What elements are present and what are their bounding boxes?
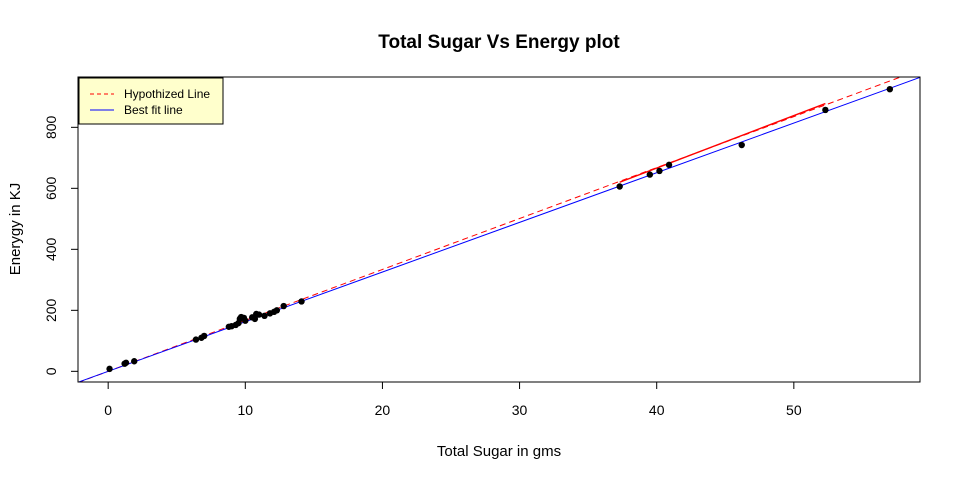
x-tick-label-50: 50 <box>786 402 802 418</box>
x-axis-label: Total Sugar in gms <box>437 443 561 460</box>
legend-box <box>78 77 224 125</box>
y-tick-label-600: 600 <box>43 176 59 200</box>
data-point-14 <box>242 317 249 324</box>
data-point-0 <box>106 365 113 373</box>
data-point-24 <box>298 298 305 305</box>
data-point-30 <box>822 106 829 114</box>
x-tick-label-20: 20 <box>375 402 391 418</box>
highlight-segment-0 <box>619 102 826 183</box>
legend-label-hypothized: Hypothized Line <box>124 87 210 101</box>
data-point-2 <box>122 359 130 366</box>
data-point-6 <box>200 332 208 340</box>
plot-frame <box>77 76 921 383</box>
legend-label-best-fit: Best fit line <box>124 103 183 117</box>
y-tick-label-200: 200 <box>43 298 59 322</box>
data-points-layer <box>106 86 894 373</box>
x-tick-label-30: 30 <box>512 402 528 418</box>
y-tick-label-400: 400 <box>43 237 59 261</box>
fit-lines-layer <box>78 77 920 382</box>
y-tick-label-0: 0 <box>43 367 59 375</box>
data-point-16 <box>251 315 259 323</box>
data-point-19 <box>261 312 268 320</box>
x-axis: 0 10 20 30 40 50 <box>104 382 802 418</box>
data-point-23 <box>280 302 287 310</box>
data-point-29 <box>738 141 745 149</box>
data-point-26 <box>646 171 654 178</box>
chart-title: Total Sugar Vs Energy plot <box>378 32 620 53</box>
x-tick-label-0: 0 <box>104 402 112 418</box>
y-axis: 0 200 400 600 800 <box>43 115 78 375</box>
y-axis-label: Enerygy in KJ <box>7 183 24 276</box>
data-point-4 <box>192 336 200 343</box>
data-point-18 <box>255 311 263 318</box>
data-point-31 <box>886 86 894 93</box>
x-tick-label-10: 10 <box>238 402 254 418</box>
data-point-3 <box>131 358 138 365</box>
data-point-27 <box>656 167 663 175</box>
data-point-22 <box>273 307 281 314</box>
legend: Hypothized Line Best fit line <box>78 77 224 125</box>
series-line-1 <box>78 77 920 382</box>
x-tick-label-40: 40 <box>649 402 665 418</box>
data-point-25 <box>616 183 623 190</box>
y-tick-label-800: 800 <box>43 115 59 139</box>
data-point-28 <box>665 161 673 169</box>
